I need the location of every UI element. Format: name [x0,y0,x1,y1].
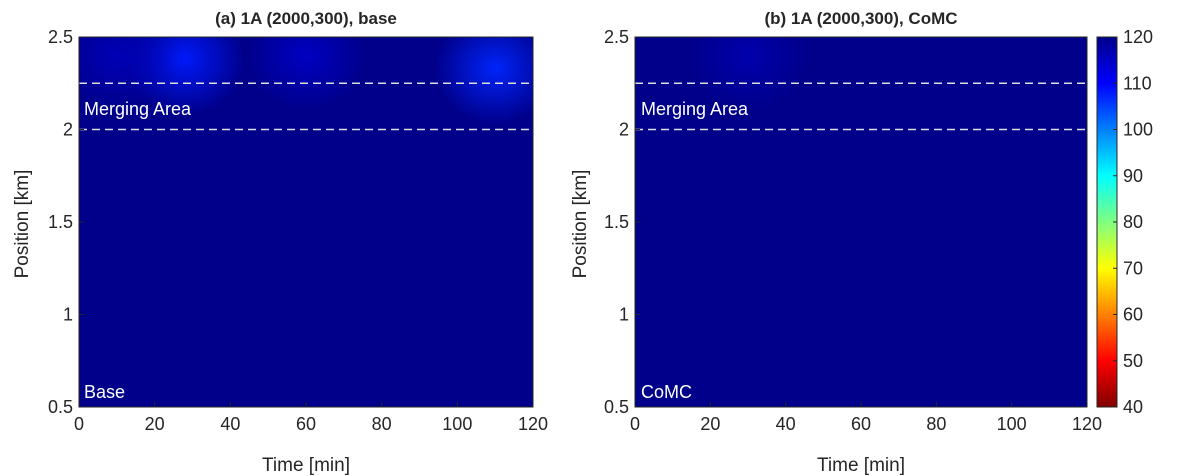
colorbar-tick-label: 60 [1123,305,1143,325]
x-tick-label: 60 [296,414,316,434]
y-tick-label: 1.5 [48,212,73,232]
x-tick-label: 40 [776,414,796,434]
panel-a-hotspot [435,37,533,124]
panel-a: (a) 1A (2000,300), base 0 20 40 60 80 100 1200… [12,9,548,476]
panel-b-title: (b) 1A (2000,300), CoMC [764,9,957,28]
panel-b-plot-area [634,36,1088,408]
panel-a-y-axis-label: Position [km] [12,170,33,279]
x-tick-label: 120 [518,414,548,434]
x-tick-label: 100 [997,414,1027,434]
panel-b-corner-label: CoMC [641,382,692,402]
x-tick-label: 120 [1072,414,1102,434]
panel-a-plot-area [78,36,534,408]
panel-a-hotspot [79,37,177,111]
y-tick-label: 0.5 [604,397,629,417]
x-tick-label: 40 [220,414,240,434]
colorbar-tick-label: 100 [1123,120,1153,140]
colorbar-tick-label: 40 [1123,397,1143,417]
x-tick-label: 80 [926,414,946,434]
x-tick-label: 20 [700,414,720,434]
x-tick-label: 0 [630,414,640,434]
x-tick-label: 80 [372,414,392,434]
panel-b: (b) 1A (2000,300), CoMC 0 20 40 60 80 100 1200… [570,9,1102,476]
panel-a-hotspot [246,37,366,111]
panel-b-x-axis-label: Time [min] [817,455,905,476]
y-tick-label: 2.5 [48,27,73,47]
panel-b-ticks: 0 20 40 60 80 100 120 0.5 1 1.5 2 2.5 [604,27,1102,434]
colorbar-tick-label: 50 [1123,351,1143,371]
panel-b-heatmap-background [635,37,1087,407]
panel-a-ticks: 0 20 40 60 80 100 120 0.5 1 1.5 2 2.5 [48,27,548,434]
y-tick-label: 2 [619,120,629,140]
colorbar-tick-label: 80 [1123,212,1143,232]
panel-a-heatmap [79,37,533,407]
panel-a-x-axis-label: Time [min] [262,455,350,476]
panel-b-hotspot [688,37,808,111]
panel-b-merging-area-label: Merging Area [641,99,749,119]
x-tick-label: 20 [145,414,165,434]
y-tick-label: 1 [619,305,629,325]
x-tick-label: 60 [851,414,871,434]
y-tick-label: 2.5 [604,27,629,47]
panel-a-merging-area-label: Merging Area [84,99,192,119]
y-tick-label: 1 [63,305,73,325]
colorbar-tick-label: 120 [1123,27,1153,47]
panel-a-corner-label: Base [84,382,125,402]
colorbar-tick-label: 70 [1123,258,1143,278]
colorbar-tick-label: 110 [1123,73,1152,93]
panel-b-heatmap [635,37,1087,407]
x-tick-label: 100 [442,414,472,434]
colorbar: 120 110 100 90 80 70 60 50 40 [1096,27,1153,417]
panel-b-y-axis-label: Position [km] [570,170,591,279]
colorbar-tick-label: 90 [1123,166,1143,186]
panel-a-title: (a) 1A (2000,300), base [215,9,397,28]
y-tick-label: 1.5 [604,212,629,232]
y-tick-label: 2 [63,120,73,140]
x-tick-label: 0 [74,414,84,434]
y-tick-label: 0.5 [48,397,73,417]
